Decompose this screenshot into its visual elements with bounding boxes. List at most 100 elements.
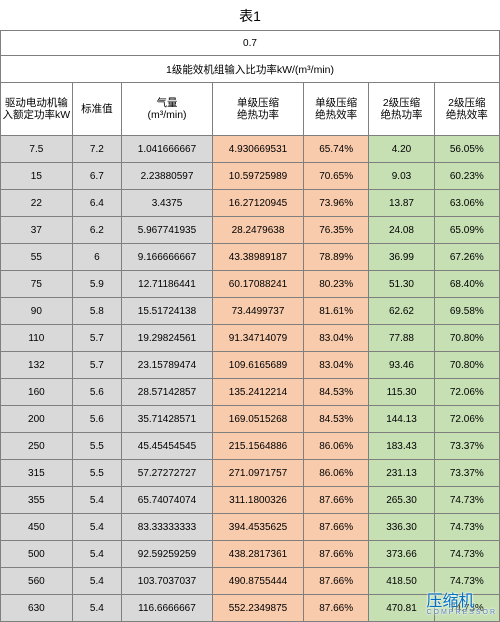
table-row: 376.25.96774193528.247963876.35%24.0865.… (1, 217, 500, 244)
table-cell: 63.06% (434, 190, 499, 217)
col-header: 单级压缩绝热效率 (304, 83, 369, 136)
table-cell: 87.66% (304, 568, 369, 595)
table-cell: 394.4535625 (213, 514, 304, 541)
table-row: 905.815.5172413873.449973781.61%62.6269.… (1, 298, 500, 325)
table-row: 226.43.437516.2712094573.96%13.8763.06% (1, 190, 500, 217)
table-cell: 87.66% (304, 595, 369, 622)
table-cell: 16.27120945 (213, 190, 304, 217)
table-cell: 5.7 (72, 325, 121, 352)
table-cell: 70.65% (304, 163, 369, 190)
table-cell: 110 (1, 325, 73, 352)
table-cell: 37 (1, 217, 73, 244)
table-cell: 68.40% (434, 271, 499, 298)
table-cell: 35.71428571 (121, 406, 212, 433)
table-cell: 4.20 (369, 136, 434, 163)
table-cell: 74.73% (434, 487, 499, 514)
table-cell: 7.5 (1, 136, 73, 163)
table-cell: 43.38989187 (213, 244, 304, 271)
table-row: 7.57.21.0416666674.93066953165.74%4.2056… (1, 136, 500, 163)
table-cell: 6.7 (72, 163, 121, 190)
table-cell: 5.4 (72, 514, 121, 541)
table-cell: 84.53% (304, 379, 369, 406)
table-cell: 9.03 (369, 163, 434, 190)
table-cell: 74.73% (434, 568, 499, 595)
table-cell: 56.05% (434, 136, 499, 163)
table-cell: 500 (1, 541, 73, 568)
table-cell: 65.74% (304, 136, 369, 163)
table-cell: 265.30 (369, 487, 434, 514)
table-cell: 76.35% (304, 217, 369, 244)
table-cell: 90 (1, 298, 73, 325)
table-cell: 23.15789474 (121, 352, 212, 379)
table-cell: 55 (1, 244, 73, 271)
table-cell: 231.13 (369, 460, 434, 487)
table-cell: 311.1800326 (213, 487, 304, 514)
table-cell: 355 (1, 487, 73, 514)
table-cell: 70.80% (434, 352, 499, 379)
table-cell: 552.2349875 (213, 595, 304, 622)
table-cell: 36.99 (369, 244, 434, 271)
table-cell: 5.5 (72, 460, 121, 487)
table-cell: 103.7037037 (121, 568, 212, 595)
table-cell: 83.04% (304, 325, 369, 352)
table-cell: 87.66% (304, 487, 369, 514)
table-cell: 183.43 (369, 433, 434, 460)
table-row: 3555.465.74074074311.180032687.66%265.30… (1, 487, 500, 514)
table-cell: 490.8755444 (213, 568, 304, 595)
table-cell: 5.6 (72, 379, 121, 406)
table-body: 7.57.21.0416666674.93066953165.74%4.2056… (1, 136, 500, 622)
table-cell: 132 (1, 352, 73, 379)
table-cell: 9.166666667 (121, 244, 212, 271)
table-cell: 5.4 (72, 541, 121, 568)
table-cell: 470.81 (369, 595, 434, 622)
table-cell: 73.37% (434, 460, 499, 487)
table-cell: 115.30 (369, 379, 434, 406)
table-cell: 6.2 (72, 217, 121, 244)
data-table: 0.7 1级能效机组输入比功率kW/(m³/min) 驱动电动机输入额定功率kW… (0, 30, 500, 622)
table-cell: 73.4499737 (213, 298, 304, 325)
col-header: 标准值 (72, 83, 121, 136)
table-cell: 6.4 (72, 190, 121, 217)
table-cell: 200 (1, 406, 73, 433)
table-row: 4505.483.33333333394.453562587.66%336.30… (1, 514, 500, 541)
table-cell: 74.73% (434, 595, 499, 622)
table-cell: 438.2817361 (213, 541, 304, 568)
table-title: 表1 (0, 0, 500, 30)
table-cell: 86.06% (304, 460, 369, 487)
col-header: 驱动电动机输入额定功率kW (1, 83, 73, 136)
table-cell: 65.09% (434, 217, 499, 244)
table-cell: 7.2 (72, 136, 121, 163)
col-header: 单级压缩绝热功率 (213, 83, 304, 136)
table-row: 6305.4116.6666667552.234987587.66%470.81… (1, 595, 500, 622)
table-cell: 74.73% (434, 514, 499, 541)
table-cell: 12.71186441 (121, 271, 212, 298)
table-cell: 81.61% (304, 298, 369, 325)
table-row: 1325.723.15789474109.616568983.04%93.467… (1, 352, 500, 379)
table-cell: 5.4 (72, 568, 121, 595)
table-cell: 62.62 (369, 298, 434, 325)
table-cell: 24.08 (369, 217, 434, 244)
table-cell: 78.89% (304, 244, 369, 271)
table-row: 2005.635.71428571169.051526884.53%144.13… (1, 406, 500, 433)
table-cell: 65.74074074 (121, 487, 212, 514)
table-cell: 72.06% (434, 379, 499, 406)
table-cell: 67.26% (434, 244, 499, 271)
table-cell: 87.66% (304, 541, 369, 568)
table-cell: 336.30 (369, 514, 434, 541)
table-cell: 70.80% (434, 325, 499, 352)
table-cell: 169.0515268 (213, 406, 304, 433)
table-cell: 73.96% (304, 190, 369, 217)
table-cell: 5.4 (72, 487, 121, 514)
table-cell: 5.7 (72, 352, 121, 379)
table-cell: 4.930669531 (213, 136, 304, 163)
table-row: 5605.4103.7037037490.875544487.66%418.50… (1, 568, 500, 595)
table-cell: 22 (1, 190, 73, 217)
table-cell: 87.66% (304, 514, 369, 541)
table-cell: 116.6666667 (121, 595, 212, 622)
table-cell: 271.0971757 (213, 460, 304, 487)
col-header: 气量(m³/min) (121, 83, 212, 136)
col-header: 2级压缩绝热效率 (434, 83, 499, 136)
table-cell: 5.5 (72, 433, 121, 460)
top-value-cell: 0.7 (1, 31, 500, 56)
table-cell: 84.53% (304, 406, 369, 433)
